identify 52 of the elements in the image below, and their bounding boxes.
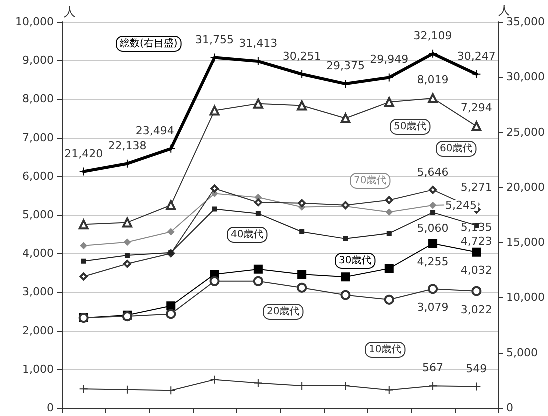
y2-tick-label: 35,000 [506,16,546,28]
y2-tick-label: 0 [506,402,514,414]
series-label: 30歳代 [339,254,372,266]
y-tick-label: 3,000 [22,286,54,299]
y-tick-label: 9,000 [22,54,54,68]
y2-tick-label: 15,000 [506,236,546,250]
data-label: 4,032 [460,264,492,277]
data-label: 5,245 [446,199,478,212]
series-label: 40歳代 [231,228,264,240]
y2-tick-label: 5,000 [506,346,538,360]
y-tick-label: 7,000 [22,131,54,144]
series-label: 50歳代 [394,120,427,132]
y-tick-label: 5,000 [22,208,54,222]
y-tick-label: 8,000 [22,92,54,106]
data-label: 5,271 [460,181,492,194]
y-tick-label: 6,000 [22,170,54,183]
y-tick-label: 1,000 [22,362,54,376]
y2-tick-label: 20,000 [506,180,546,194]
y-tick-label: 2,000 [22,324,54,338]
data-label: 567 [422,362,444,375]
y-tick-label: 4,000 [22,247,54,260]
y2-tick-label: 25,000 [506,126,546,139]
data-label: 21,420 [64,147,104,160]
y2-tick-label: 10,000 [506,291,546,304]
data-label: 3,079 [417,301,449,314]
data-label: 8,019 [417,73,449,86]
data-label: 29,949 [370,53,409,66]
y-axis-title: 人 [64,5,76,19]
series-label: 70歳代 [354,174,387,186]
data-label: 22,138 [108,139,147,152]
text: 総数(右目盛) [119,38,178,50]
series-label: 20歳代 [267,306,300,318]
data-label: 5,646 [417,166,449,180]
data-label: 29,375 [326,60,365,73]
data-label: 4,723 [460,235,492,248]
y2-tick-label: 30,000 [506,70,546,84]
text: 60歳代 [440,142,473,154]
data-label: 30,251 [282,50,322,63]
y-tick-label: 0 [47,402,54,414]
data-label: 3,022 [460,303,492,316]
data-label: 549 [466,362,488,376]
data-label: 7,294 [460,101,492,114]
data-label: 5,060 [417,222,449,236]
text: 10歳代 [369,344,402,356]
data-label: 23,494 [136,124,174,138]
data-label: 32,109 [414,29,452,42]
data-label: 4,255 [417,255,449,268]
y-tick-label: 10,000 [16,16,54,28]
data-label: 31,413 [239,37,278,50]
data-label: 31,755 [196,33,234,46]
y2-axis-title: 人 [498,4,511,18]
data-label: 30,247 [457,50,496,63]
